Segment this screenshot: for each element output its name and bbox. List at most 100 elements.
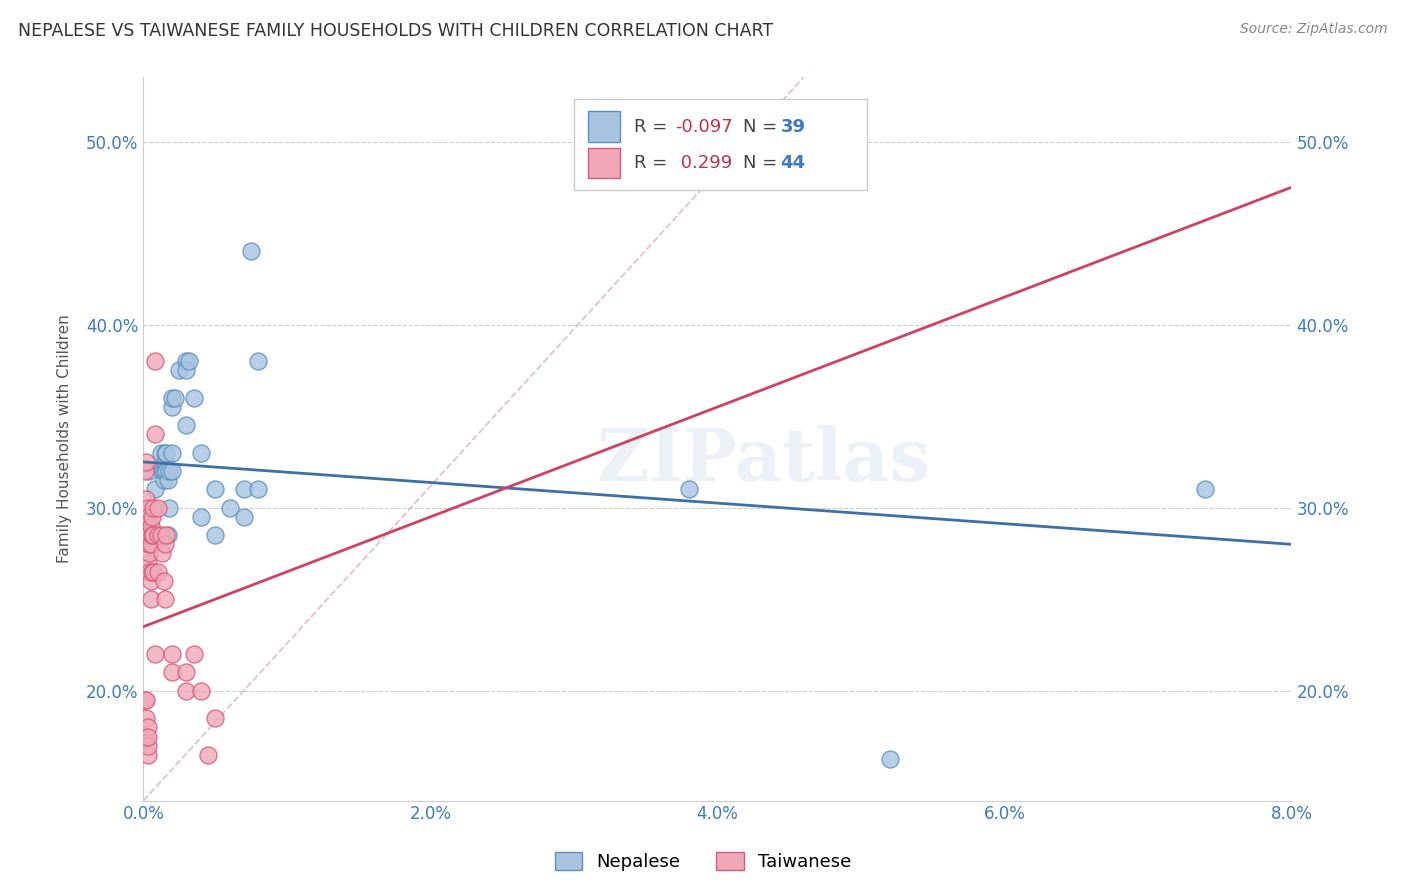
- Point: [142, 565, 165, 579]
- Point: [138, 546, 160, 560]
- Point: [176, 418, 198, 433]
- Y-axis label: Family Households with Children: Family Households with Children: [58, 315, 72, 564]
- Point: [155, 446, 177, 460]
- Point: [160, 446, 183, 460]
- Point: [152, 473, 174, 487]
- Point: [143, 427, 166, 442]
- Point: [190, 509, 212, 524]
- Point: [169, 363, 191, 377]
- Point: [150, 546, 173, 560]
- Point: [197, 747, 219, 762]
- Point: [134, 693, 156, 707]
- Point: [176, 354, 198, 368]
- Text: 39: 39: [780, 118, 806, 136]
- Point: [190, 446, 212, 460]
- Point: [232, 509, 254, 524]
- Point: [232, 483, 254, 497]
- Point: [160, 400, 183, 414]
- Point: [179, 354, 201, 368]
- Point: [136, 739, 159, 753]
- Point: [141, 528, 163, 542]
- Point: [678, 483, 700, 497]
- Point: [143, 647, 166, 661]
- Text: Source: ZipAtlas.com: Source: ZipAtlas.com: [1240, 22, 1388, 37]
- Point: [136, 528, 159, 542]
- Point: [150, 464, 173, 478]
- Point: [153, 537, 176, 551]
- Point: [160, 665, 183, 680]
- Point: [135, 730, 157, 744]
- Point: [146, 565, 169, 579]
- Point: [135, 455, 157, 469]
- Point: [135, 519, 157, 533]
- Text: -0.097: -0.097: [675, 118, 733, 136]
- Point: [149, 528, 172, 542]
- Point: [160, 647, 183, 661]
- Point: [204, 528, 226, 542]
- Point: [149, 446, 172, 460]
- Point: [156, 528, 179, 542]
- FancyBboxPatch shape: [588, 112, 620, 142]
- Point: [139, 519, 162, 533]
- Point: [136, 509, 159, 524]
- Point: [146, 528, 169, 542]
- Point: [136, 556, 159, 570]
- Point: [156, 473, 179, 487]
- Point: [155, 464, 177, 478]
- FancyBboxPatch shape: [574, 99, 866, 189]
- Point: [142, 500, 165, 515]
- Point: [143, 354, 166, 368]
- Point: [139, 537, 162, 551]
- Text: 44: 44: [780, 153, 806, 172]
- Point: [879, 751, 901, 765]
- FancyBboxPatch shape: [588, 147, 620, 178]
- Point: [138, 528, 160, 542]
- Point: [139, 592, 162, 607]
- Point: [135, 711, 157, 725]
- Point: [157, 500, 180, 515]
- Point: [153, 446, 176, 460]
- Point: [146, 528, 169, 542]
- Point: [247, 354, 270, 368]
- Point: [153, 592, 176, 607]
- Point: [240, 244, 263, 259]
- Point: [218, 500, 240, 515]
- Point: [134, 528, 156, 542]
- Point: [1194, 483, 1216, 497]
- Point: [152, 464, 174, 478]
- Point: [136, 747, 159, 762]
- Point: [160, 391, 183, 405]
- Point: [152, 574, 174, 588]
- Point: [134, 730, 156, 744]
- Point: [176, 665, 198, 680]
- Text: N =: N =: [742, 118, 783, 136]
- Point: [183, 647, 205, 661]
- Point: [183, 391, 205, 405]
- Point: [141, 565, 163, 579]
- Text: N =: N =: [742, 153, 783, 172]
- Point: [176, 683, 198, 698]
- Point: [247, 483, 270, 497]
- Point: [155, 528, 177, 542]
- Point: [160, 464, 183, 478]
- Text: ZIPatlas: ZIPatlas: [596, 425, 931, 496]
- Text: NEPALESE VS TAIWANESE FAMILY HOUSEHOLDS WITH CHILDREN CORRELATION CHART: NEPALESE VS TAIWANESE FAMILY HOUSEHOLDS …: [18, 22, 773, 40]
- Point: [163, 391, 186, 405]
- Point: [136, 720, 159, 734]
- Text: R =: R =: [634, 153, 678, 172]
- Point: [204, 483, 226, 497]
- Point: [143, 483, 166, 497]
- Point: [136, 500, 159, 515]
- Text: R =: R =: [634, 118, 672, 136]
- Point: [204, 711, 226, 725]
- Point: [157, 464, 180, 478]
- Point: [146, 500, 169, 515]
- Point: [138, 537, 160, 551]
- Point: [176, 363, 198, 377]
- Point: [136, 528, 159, 542]
- Point: [139, 574, 162, 588]
- Point: [135, 491, 157, 506]
- Point: [134, 464, 156, 478]
- Text: 0.299: 0.299: [675, 153, 733, 172]
- Point: [135, 693, 157, 707]
